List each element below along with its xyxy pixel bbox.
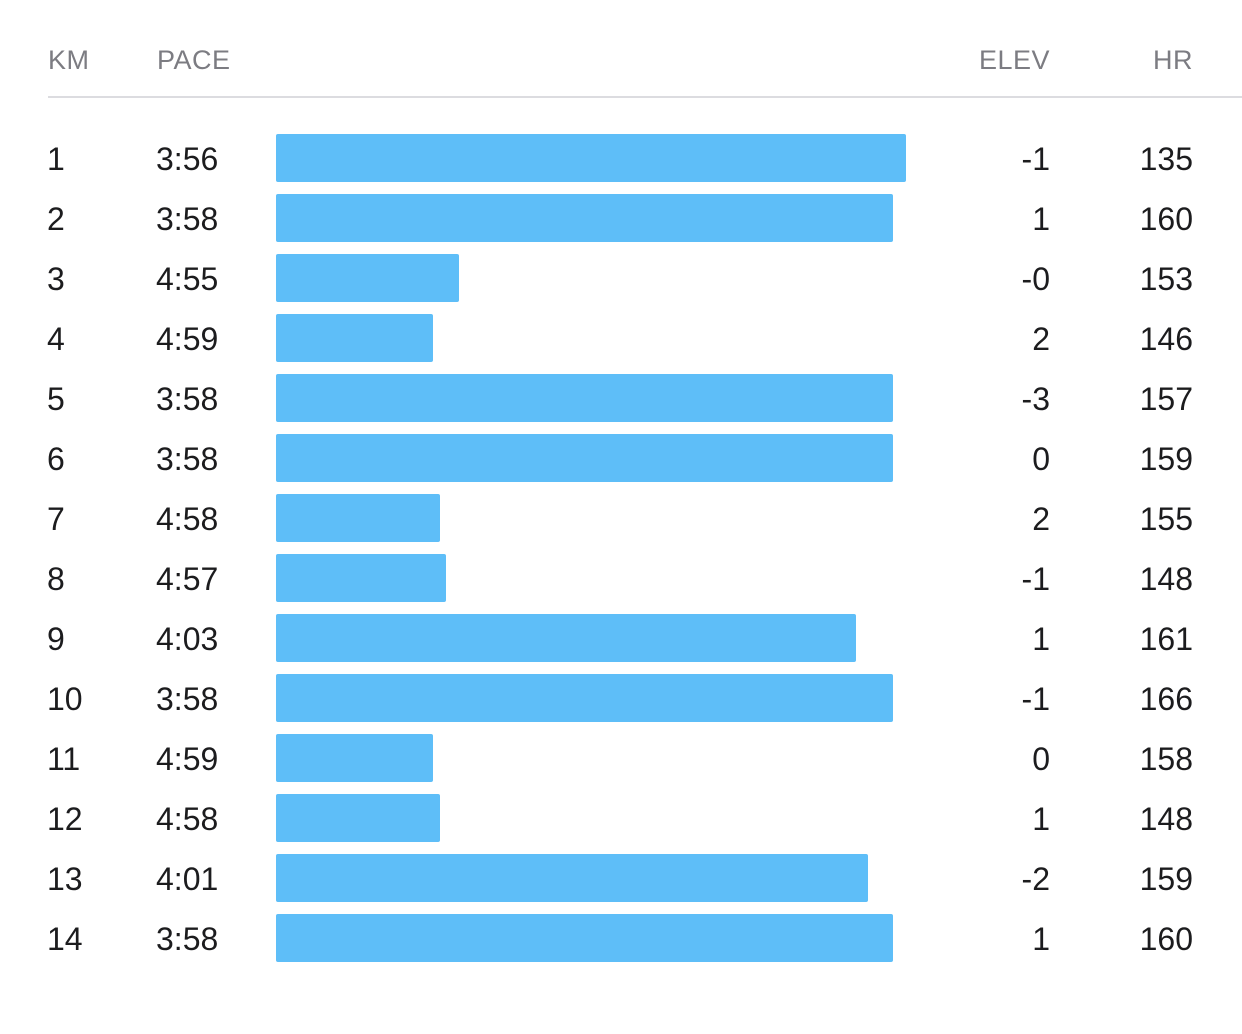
pace-bar [276,374,893,422]
split-heart-rate: 161 [1139,621,1193,657]
split-pace: 3:56 [156,141,219,177]
split-km: 3 [47,261,65,297]
split-pace: 4:57 [156,561,219,597]
split-pace: 4:59 [156,741,219,777]
split-row: 8 4:57 -1 148 [0,548,1242,608]
split-km: 11 [47,741,81,777]
pace-bar [276,434,893,482]
split-heart-rate: 148 [1139,561,1193,597]
pace-bar [276,674,893,722]
elev-column-header: ELEV [978,45,1050,75]
pace-bar [276,914,893,962]
split-pace: 4:58 [156,801,219,837]
split-heart-rate: 160 [1139,201,1193,237]
split-elevation: -0 [1021,261,1050,297]
split-row: 4 4:59 2 146 [0,308,1242,368]
split-row: 6 3:58 0 159 [0,428,1242,488]
split-row: 3 4:55 -0 153 [0,248,1242,308]
pace-bar [276,494,440,542]
split-pace: 3:58 [156,921,219,957]
split-heart-rate: 159 [1139,441,1193,477]
split-elevation: -1 [1021,681,1050,717]
pace-bar [276,794,440,842]
pace-bar [276,554,446,602]
pace-bar [276,254,459,302]
split-heart-rate: 146 [1139,321,1193,357]
split-heart-rate: 166 [1139,681,1193,717]
pace-bar [276,614,856,662]
split-row: 9 4:03 1 161 [0,608,1242,668]
header-divider [48,96,1242,98]
pace-bar [276,734,433,782]
split-row: 5 3:58 -3 157 [0,368,1242,428]
split-elevation: -1 [1021,561,1050,597]
split-row: 14 3:58 1 160 [0,908,1242,968]
split-heart-rate: 148 [1139,801,1193,837]
split-heart-rate: 159 [1139,861,1193,897]
pace-bar [276,854,868,902]
split-elevation: 1 [1032,801,1050,837]
split-elevation: -1 [1021,141,1050,177]
split-row: 13 4:01 -2 159 [0,848,1242,908]
split-heart-rate: 158 [1139,741,1193,777]
split-row: 12 4:58 1 148 [0,788,1242,848]
split-km: 14 [47,921,83,957]
split-row: 1 3:56 -1 135 [0,128,1242,188]
split-row: 10 3:58 -1 166 [0,668,1242,728]
split-elevation: 0 [1032,741,1050,777]
split-heart-rate: 155 [1139,501,1193,537]
pace-bar [276,314,433,362]
split-pace: 4:58 [156,501,219,537]
table-header: KM PACE ELEV HR [0,0,1242,98]
split-pace: 3:58 [156,201,219,237]
split-elevation: -2 [1021,861,1050,897]
split-km: 1 [47,141,65,177]
split-elevation: 2 [1032,321,1050,357]
split-heart-rate: 157 [1139,381,1193,417]
split-heart-rate: 160 [1139,921,1193,957]
split-elevation: 0 [1032,441,1050,477]
split-pace: 3:58 [156,381,219,417]
split-km: 12 [47,801,83,837]
split-km: 4 [47,321,65,357]
pace-bar [276,194,893,242]
split-row: 7 4:58 2 155 [0,488,1242,548]
pace-bar [276,134,906,182]
split-km: 6 [47,441,65,477]
split-heart-rate: 153 [1139,261,1193,297]
split-elevation: 1 [1032,201,1050,237]
split-pace: 4:01 [156,861,219,897]
split-pace: 3:58 [156,441,219,477]
split-elevation: 2 [1032,501,1050,537]
split-heart-rate: 135 [1139,141,1193,177]
split-row: 2 3:58 1 160 [0,188,1242,248]
hr-column-header: HR [1153,45,1193,75]
km-column-header: KM [48,45,90,75]
split-km: 10 [47,681,83,717]
split-km: 9 [47,621,65,657]
split-km: 13 [47,861,83,897]
split-km: 5 [47,381,65,417]
split-pace: 4:59 [156,321,219,357]
split-elevation: 1 [1032,921,1050,957]
split-elevation: 1 [1032,621,1050,657]
split-km: 2 [47,201,65,237]
split-km: 8 [47,561,65,597]
split-km: 7 [47,501,65,537]
split-row: 11 4:59 0 158 [0,728,1242,788]
split-elevation: -3 [1021,381,1050,417]
pace-column-header: PACE [157,45,231,75]
split-pace: 3:58 [156,681,219,717]
split-pace: 4:55 [156,261,219,297]
split-pace: 4:03 [156,621,219,657]
